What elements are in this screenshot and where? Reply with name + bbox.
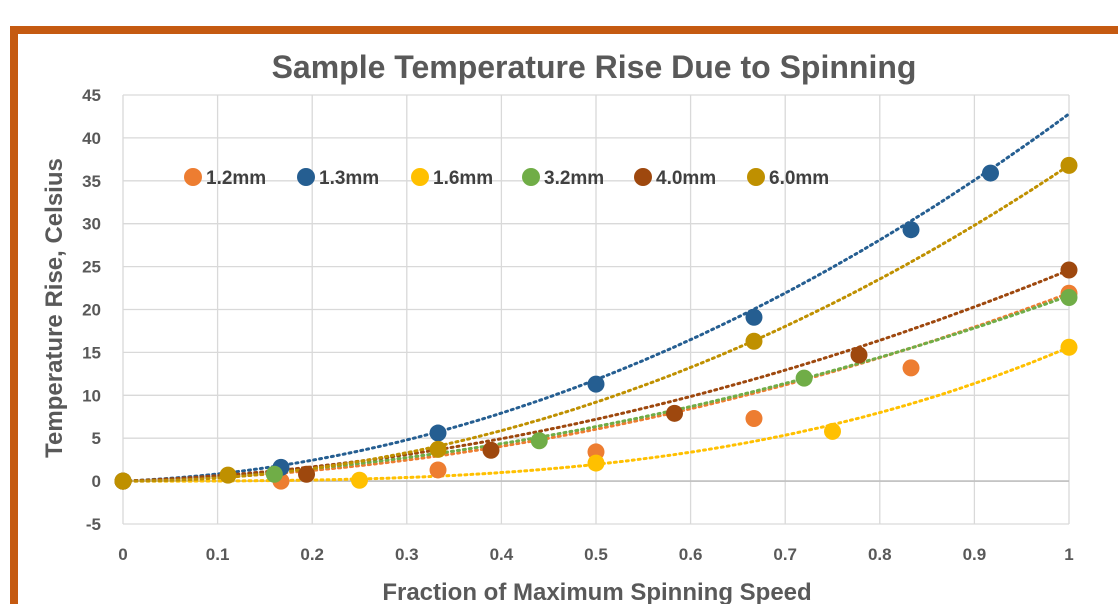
axes: -5 0 5 10 15 20 25 30 35 40 45 0 0.1 0.2 0.3 0.4 0.5 0.6 0… [82,86,1074,564]
data-point-1.6mm [824,422,841,440]
y-tick-label: 10 [82,386,101,405]
data-point-1.3mm [587,375,605,393]
legend: 1.2mm 1.3mm 1.6mm 3.2mm 4.0mm 6.0mm [184,168,829,189]
legend-label: 1.3mm [319,168,379,189]
data-point-1.2mm [429,461,447,479]
legend-marker-3.2mm [522,168,540,186]
data-point-1.3mm [981,164,999,182]
y-tick-label: 25 [82,258,101,277]
data-point-4.0mm [482,441,500,459]
data-point-3.2mm [530,432,548,450]
x-tick-label: 0.4 [490,545,514,564]
data-point-1.3mm [745,308,763,326]
y-tick-label: 40 [82,129,101,148]
x-tick-label: 0.5 [584,545,608,564]
data-point-1.6mm [1060,338,1078,356]
legend-marker-1.6mm [411,168,429,186]
data-point-1.6mm [351,471,368,489]
legend-label: 3.2mm [544,168,604,189]
x-axis-title: Fraction of Maximum Spinning Speed [382,579,811,604]
data-point-1.3mm [902,221,920,239]
data-point-4.0mm [298,465,316,483]
x-tick-label: 0.6 [679,545,703,564]
y-axis-title: Temperature Rise, Celsius [41,158,68,458]
y-tick-label: 0 [92,472,101,491]
chart-frame [10,26,1118,604]
data-point-6.0mm [1060,156,1078,174]
legend-marker-1.2mm [184,168,202,186]
legend-marker-6.0mm [747,168,765,186]
x-tick-label: 0.9 [963,545,987,564]
x-tick-label: 0.7 [773,545,797,564]
y-tick-label: 5 [92,429,101,448]
data-point-6.0mm [745,332,763,350]
legend-label: 4.0mm [656,168,716,189]
legend-label: 1.2mm [206,168,266,189]
data-point-3.2mm [265,465,283,483]
x-tick-label: 0.3 [395,545,419,564]
legend-label: 1.6mm [433,168,493,189]
data-point-4.0mm [1060,261,1078,279]
y-tick-label: 20 [82,301,101,320]
data-points [114,156,1078,490]
x-tick-label: 0.2 [300,545,324,564]
data-point-1.2mm [902,359,920,377]
data-point-4.0mm [850,346,868,364]
chart-title: Sample Temperature Rise Due to Spinning [272,49,917,85]
x-tick-label: 0 [118,545,127,564]
y-tick-label: -5 [86,515,101,534]
data-point-1.3mm [429,424,447,442]
x-tick-label: 1 [1064,545,1073,564]
y-tick-label: 35 [82,172,101,191]
data-point-4.0mm [666,404,684,422]
y-tick-label: 15 [82,343,101,362]
data-point-1.2mm [745,409,763,427]
x-tick-label: 0.1 [206,545,230,564]
data-point-1.6mm [587,454,605,472]
data-point-6.0mm [114,472,132,490]
data-point-6.0mm [219,466,237,484]
legend-label: 6.0mm [769,168,829,189]
data-point-3.2mm [1060,288,1078,306]
legend-marker-1.3mm [297,168,315,186]
data-point-3.2mm [795,369,813,387]
legend-marker-4.0mm [634,168,652,186]
y-tick-label: 45 [82,86,101,105]
y-tick-label: 30 [82,215,101,234]
data-point-6.0mm [429,440,447,458]
x-tick-label: 0.8 [868,545,892,564]
